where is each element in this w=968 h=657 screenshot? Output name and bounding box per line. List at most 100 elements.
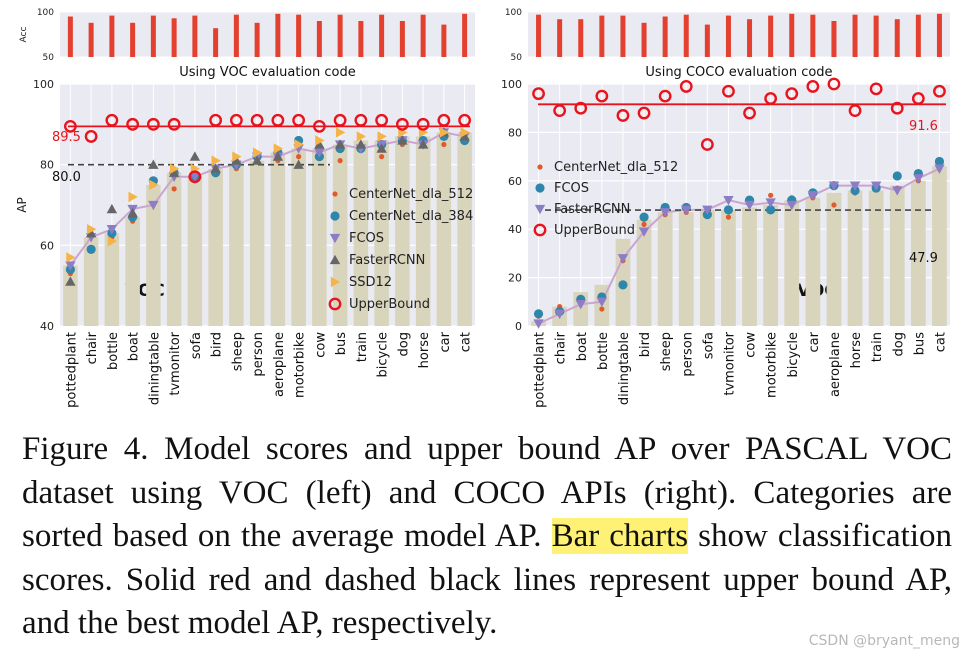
acc-bar-bird: [213, 28, 219, 57]
point-FasterRCNN-motorbike: [293, 159, 304, 169]
acc-bar-sofa: [192, 15, 198, 58]
score-bar-dog: [889, 185, 905, 326]
ap-axis-label: AP: [15, 197, 29, 212]
point-FCOS-motorbike: [766, 205, 776, 215]
point-UpperBound-person: [679, 80, 693, 93]
score-bar-sheep: [657, 212, 673, 326]
point-UpperBound-bus: [911, 92, 925, 105]
point-FasterRCNN-chair: [85, 228, 97, 238]
point-SSD12-train: [356, 131, 367, 142]
point-FasterRCNN-boat: [127, 207, 138, 218]
legend-marker-SSD12: [330, 276, 341, 288]
point-UpperBound-cat: [458, 113, 472, 127]
point-UpperBound-sheep: [658, 89, 672, 103]
score-bar-chair: [83, 237, 99, 326]
point-UpperBound-bird: [637, 106, 651, 120]
acc-bar-train: [358, 21, 364, 57]
point-FasterRCNN-cow: [314, 139, 325, 149]
category-label-bus: bus: [912, 332, 927, 355]
legend-marker-UpperBound: [328, 297, 342, 311]
legend-marker-FCOS: [329, 233, 341, 244]
caption-text-end: show classification scores. Solid red an…: [22, 518, 952, 641]
point-FCOS-bird: [639, 212, 649, 222]
acc-bar-pottedplant: [67, 16, 73, 57]
score-bar-sofa: [187, 176, 203, 326]
score-bar-dog: [395, 136, 410, 326]
acc-bar-aeroplane: [275, 13, 281, 58]
category-label-chair: chair: [85, 331, 100, 364]
point-UpperBound-pottedplant: [63, 119, 77, 133]
point-SSD12-motorbike: [294, 139, 304, 150]
ap-tick-label: 100: [33, 78, 54, 91]
point-UpperBound-person: [250, 113, 264, 127]
legend-label: FCOS: [554, 181, 589, 196]
score-bar-cat: [932, 166, 947, 326]
category-label-cow: cow: [313, 332, 328, 358]
point-FCOS-sofa: [189, 172, 201, 182]
acc-tick-label: 50: [511, 53, 523, 63]
point-FasterRCNN-sofa: [189, 151, 201, 161]
acc-bar-cat: [462, 13, 468, 58]
point-UpperBound-dog: [395, 117, 409, 131]
point-SSD12-pottedplant: [66, 252, 76, 263]
point-FCOS-cat: [934, 156, 945, 167]
acc-bar-chair: [88, 22, 94, 57]
acc-panel-background: [60, 12, 475, 57]
legend-marker-FasterRCNN: [534, 204, 546, 215]
score-bar-car: [805, 197, 821, 326]
ap-tick-label: 40: [40, 320, 54, 333]
legend-label: CenterNet_dla_512: [349, 187, 473, 202]
legend-label: SSD12: [349, 275, 392, 290]
point-UpperBound-tvmonitor: [722, 84, 735, 98]
acc-bar-boat: [130, 22, 136, 57]
score-bar-tvmonitor: [721, 209, 736, 326]
point-UpperBound-sofa: [700, 138, 714, 151]
ap-tick-label: 80: [508, 126, 522, 139]
point-SSD12-cat: [460, 127, 470, 138]
point-FasterRCNN-bicycle: [376, 143, 387, 153]
score-bar-bus: [910, 180, 926, 326]
category-label-motorbike: motorbike: [293, 332, 308, 398]
acc-bar-person: [683, 14, 689, 57]
point-SSD12-tvmonitor: [169, 163, 180, 174]
point-SSD12-chair: [86, 224, 97, 235]
score-bar-cow: [312, 148, 327, 326]
point-FasterRCNN-bird: [210, 163, 221, 173]
category-label-boat: boat: [575, 332, 590, 361]
score-bar-train: [353, 140, 369, 326]
point-FasterRCNN-sheep: [231, 155, 242, 165]
chart-coco: 50 100 Using COCO evaluation code 0 20 40 60 80…: [501, 8, 950, 408]
point-CenterNet_dla_512-car: [441, 141, 447, 148]
category-label-dog: dog: [396, 332, 411, 356]
acc-bar-car: [441, 24, 447, 58]
point-FCOS-diningtable: [148, 200, 159, 211]
acc-bar-pottedplant: [536, 14, 542, 57]
point-UpperBound-cow: [743, 106, 756, 120]
acc-bar-diningtable: [620, 15, 626, 58]
category-label-dog: dog: [891, 332, 906, 356]
category-label-bicycle: bicycle: [376, 332, 391, 377]
acc-tick-label: 100: [37, 8, 54, 18]
category-label-aeroplane: aeroplane: [828, 332, 843, 397]
point-FCOS-bottle: [106, 225, 118, 235]
legend-marker-FasterRCNN: [329, 254, 341, 265]
legend-marker-CenterNet_dla_512: [537, 164, 543, 170]
point-UpperBound-train: [354, 113, 368, 127]
score-bar-motorbike: [763, 205, 779, 326]
point-FasterRCNN-tvmonitor: [723, 196, 734, 206]
score-bar-bicycle: [374, 140, 389, 326]
point-FasterRCNN-horse: [417, 139, 429, 149]
ap-tick-label: 60: [40, 239, 54, 252]
category-label-pottedplant: pottedplant: [533, 332, 548, 408]
point-FasterRCNN-cat: [459, 131, 470, 141]
acc-bar-dog: [894, 19, 900, 57]
category-label-car: car: [807, 331, 822, 352]
acc-bar-motorbike: [768, 15, 774, 58]
acc-bar-motorbike: [296, 14, 302, 57]
acc-bar-sheep: [233, 14, 239, 57]
acc-bar-tvmonitor: [171, 18, 177, 57]
category-label-horse: horse: [849, 332, 864, 368]
acc-tick-label: 100: [505, 8, 522, 18]
acc-panel-background: [528, 12, 950, 57]
point-FCOS-pottedplant: [65, 261, 76, 271]
